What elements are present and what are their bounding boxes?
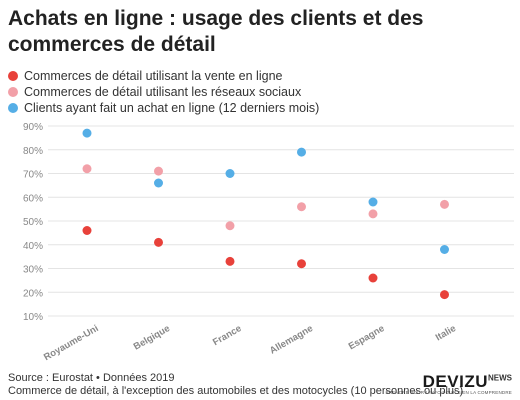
- data-point-series-2: [297, 202, 306, 212]
- data-point-series-2: [82, 164, 92, 174]
- data-point-series-3: [297, 147, 306, 157]
- legend-marker-online-sales: [8, 71, 18, 81]
- x-axis-ticks: Royaume-Uni Belgique France Allemagne Espagn…: [42, 323, 458, 363]
- legend-marker-buyers: [8, 103, 18, 113]
- x-tick-label: Belgique: [132, 323, 172, 353]
- brand-suffix: NEWS: [488, 373, 512, 383]
- chart-title: Achats en ligne : usage des clients et d…: [8, 7, 424, 56]
- data-point-series-2: [440, 199, 449, 209]
- brand-tagline: PRENDRE POUR L'INFO POUR BIEN LA COMPREN…: [385, 390, 512, 395]
- brand-name: DEVIZU: [422, 372, 488, 391]
- data-point-series-1: [440, 290, 449, 300]
- data-point-series-2: [154, 166, 163, 176]
- x-tick-label: Allemagne: [268, 323, 315, 357]
- legend-item-buyers: Clients ayant fait un achat en ligne (12…: [8, 100, 319, 116]
- legend-label-social: Commerces de détail utilisant les réseau…: [24, 85, 302, 99]
- y-tick-label: 50%: [23, 217, 43, 228]
- y-tick-label: 60%: [23, 193, 43, 204]
- scatter-chart: 10% 20% 30% 40% 50% 60% 70% 80% 90% Royaume-Uni B…: [23, 122, 514, 363]
- y-axis-ticks: 10% 20% 30% 40% 50% 60% 70% 80% 90%: [23, 122, 43, 323]
- legend-marker-social: [8, 87, 18, 97]
- y-tick-label: 10%: [23, 312, 43, 323]
- y-tick-label: 20%: [23, 288, 43, 299]
- data-point-series-3: [368, 197, 378, 207]
- y-tick-label: 70%: [23, 170, 43, 181]
- legend-label-buyers: Clients ayant fait un achat en ligne (12…: [24, 101, 320, 115]
- legend: Commerces de détail utilisant la vente e…: [8, 68, 319, 116]
- data-point-series-2: [368, 209, 378, 219]
- data-point-series-1: [154, 237, 163, 247]
- x-tick-label: France: [211, 323, 243, 348]
- footer: Source : Eurostat • Données 2019 Commerc…: [8, 372, 463, 398]
- data-point-series-1: [297, 259, 306, 269]
- data-point-series-1: [225, 256, 235, 266]
- data-point-series-2: [225, 221, 235, 231]
- x-tick-label: Espagne: [347, 323, 387, 352]
- data-point-series-1: [368, 273, 378, 283]
- scope-note: Commerce de détail, à l'exception des au…: [8, 385, 464, 397]
- data-point-series-3: [154, 178, 163, 188]
- y-tick-label: 80%: [23, 146, 43, 157]
- y-tick-label: 30%: [23, 265, 43, 276]
- data-point-series-3: [225, 169, 235, 178]
- x-tick-label: Italie: [434, 323, 458, 343]
- source-note: Source : Eurostat • Données 2019: [8, 372, 175, 384]
- brand-logo: DEVIZUNEWS PRENDRE POUR L'INFO POUR BIEN…: [386, 372, 512, 395]
- data-points: [82, 128, 449, 300]
- legend-item-social: Commerces de détail utilisant les réseau…: [8, 84, 319, 100]
- y-tick-label: 40%: [23, 241, 43, 252]
- data-point-series-3: [82, 128, 92, 138]
- legend-label-online-sales: Commerces de détail utilisant la vente e…: [24, 69, 283, 83]
- data-point-series-1: [82, 226, 92, 235]
- legend-item-online-sales: Commerces de détail utilisant la vente e…: [8, 68, 319, 84]
- grid-layer: [48, 125, 514, 317]
- y-tick-label: 90%: [23, 122, 43, 133]
- x-tick-label: Royaume-Uni: [42, 323, 101, 363]
- data-point-series-3: [440, 245, 449, 254]
